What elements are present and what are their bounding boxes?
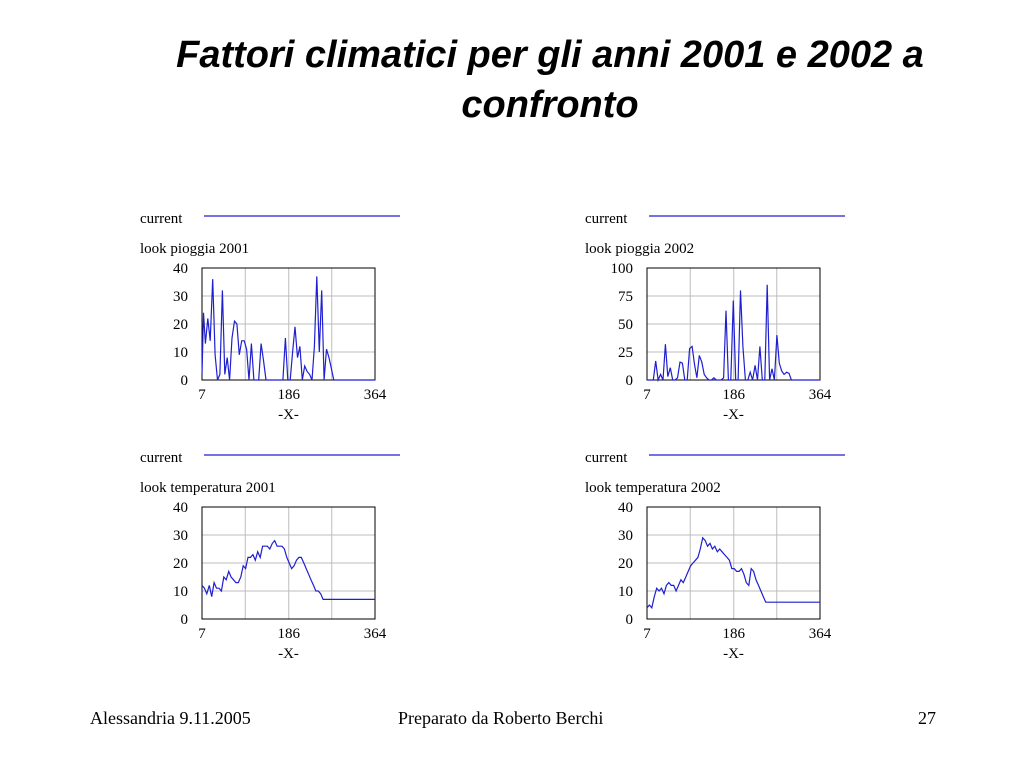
x-tick-label: 364	[364, 626, 387, 642]
x-axis-label: -X-	[278, 407, 299, 423]
y-tick-label: 40	[173, 261, 188, 277]
series-line	[647, 284, 820, 383]
series-label: look temperatura 2001	[140, 480, 276, 496]
y-tick-label: 0	[626, 373, 634, 389]
y-tick-label: 40	[173, 500, 188, 516]
x-tick-label: 7	[198, 626, 206, 642]
x-tick-label: 364	[809, 626, 832, 642]
chart-temperatura-2001: current look temperatura 2001 0 10 20 30 40 7 18…	[140, 443, 400, 663]
series-label: look pioggia 2001	[140, 241, 249, 257]
y-tick-label: 0	[181, 612, 189, 628]
x-axis-label: -X-	[278, 646, 299, 662]
x-tick-label: 7	[198, 387, 206, 403]
y-tick-label: 20	[173, 317, 188, 333]
series-label: look temperatura 2002	[585, 480, 721, 496]
y-tick-label: 30	[173, 289, 188, 305]
legend-label: current	[140, 211, 183, 227]
x-tick-label: 186	[722, 626, 745, 642]
chart-svg: current look pioggia 2002 0 25 50 75 100 7 186 36…	[585, 211, 845, 423]
legend-label: current	[585, 450, 628, 466]
x-tick-label: 364	[364, 387, 387, 403]
chart-svg: current look pioggia 2001 0 10 20 30 40 7 186 364…	[140, 211, 400, 423]
y-tick-label: 30	[173, 528, 188, 544]
y-tick-label: 25	[618, 345, 633, 361]
chart-temperatura-2002: current look temperatura 2002 0 10 20 30 40 7 18…	[585, 443, 845, 663]
y-tick-label: 50	[618, 317, 633, 333]
x-tick-label: 7	[643, 626, 651, 642]
y-tick-label: 75	[618, 289, 633, 305]
y-tick-label: 20	[618, 556, 633, 572]
x-tick-label: 186	[277, 626, 300, 642]
plot-frame	[646, 506, 821, 620]
chart-pioggia-2002: current look pioggia 2002 0 25 50 75 100 7 186 36…	[585, 204, 845, 424]
series-label: look pioggia 2002	[585, 241, 694, 257]
footer-author: Preparato da Roberto Berchi	[398, 708, 604, 728]
y-tick-label: 10	[173, 584, 188, 600]
footer-date: Alessandria 9.11.2005	[90, 708, 251, 728]
plot-frame	[646, 267, 821, 381]
series-line	[201, 539, 375, 600]
y-tick-label: 100	[611, 261, 634, 277]
chart-svg: current look temperatura 2002 0 10 20 30 40 7 18…	[585, 450, 845, 662]
y-tick-label: 40	[618, 500, 633, 516]
x-axis-label: -X-	[723, 407, 744, 423]
y-tick-label: 10	[173, 345, 188, 361]
y-tick-label: 0	[626, 612, 634, 628]
y-tick-label: 10	[618, 584, 633, 600]
legend-label: current	[140, 450, 183, 466]
slide-title: Fattori climatici per gli anni 2001 e 20…	[176, 34, 924, 126]
chart-pioggia-2001: current look pioggia 2001 0 10 20 30 40 7 186 364…	[140, 204, 400, 424]
x-axis-label: -X-	[723, 646, 744, 662]
chart-svg: current look temperatura 2001 0 10 20 30 40 7 18…	[140, 450, 400, 662]
x-tick-label: 7	[643, 387, 651, 403]
y-tick-label: 30	[618, 528, 633, 544]
y-tick-label: 20	[173, 556, 188, 572]
x-tick-label: 186	[277, 387, 300, 403]
plot-frame	[201, 506, 376, 620]
legend-label: current	[585, 211, 628, 227]
series-line	[646, 536, 820, 610]
x-tick-label: 186	[722, 387, 745, 403]
series-line	[201, 276, 375, 381]
footer-page-number: 27	[918, 708, 936, 728]
x-tick-label: 364	[809, 387, 832, 403]
y-tick-label: 0	[181, 373, 189, 389]
